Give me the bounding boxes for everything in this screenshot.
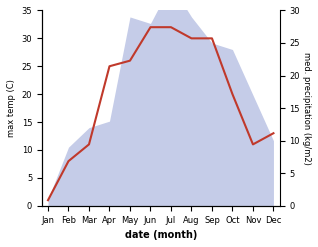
X-axis label: date (month): date (month) — [125, 230, 197, 240]
Y-axis label: max temp (C): max temp (C) — [7, 79, 16, 137]
Y-axis label: med. precipitation (kg/m2): med. precipitation (kg/m2) — [302, 52, 311, 165]
